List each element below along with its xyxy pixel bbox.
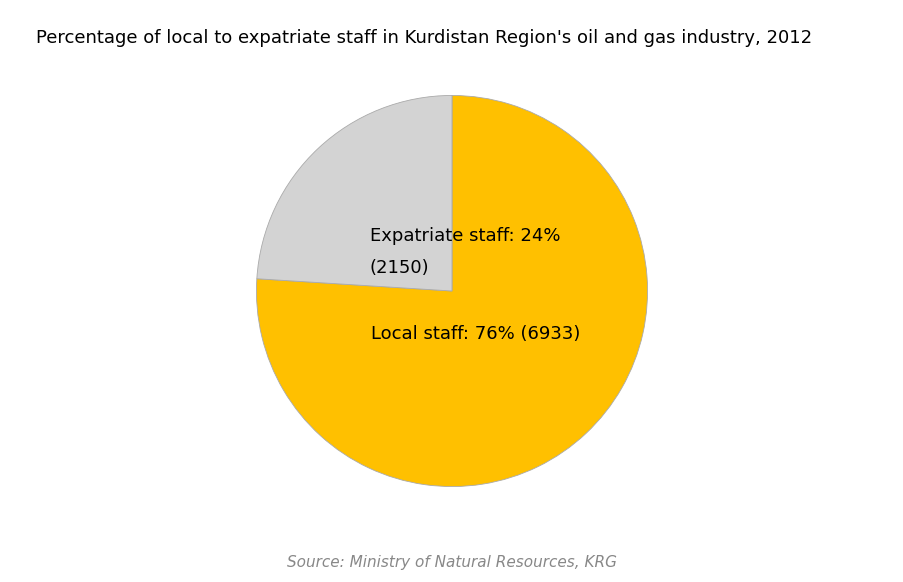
Text: Source: Ministry of Natural Resources, KRG: Source: Ministry of Natural Resources, K…: [286, 555, 617, 570]
Text: Expatriate staff: 24%: Expatriate staff: 24%: [369, 227, 560, 245]
Wedge shape: [256, 95, 647, 487]
Text: Local staff: 76% (6933): Local staff: 76% (6933): [370, 325, 580, 343]
Text: (2150): (2150): [369, 258, 429, 276]
Wedge shape: [256, 95, 452, 291]
Text: Percentage of local to expatriate staff in Kurdistan Region's oil and gas indust: Percentage of local to expatriate staff …: [36, 29, 812, 47]
